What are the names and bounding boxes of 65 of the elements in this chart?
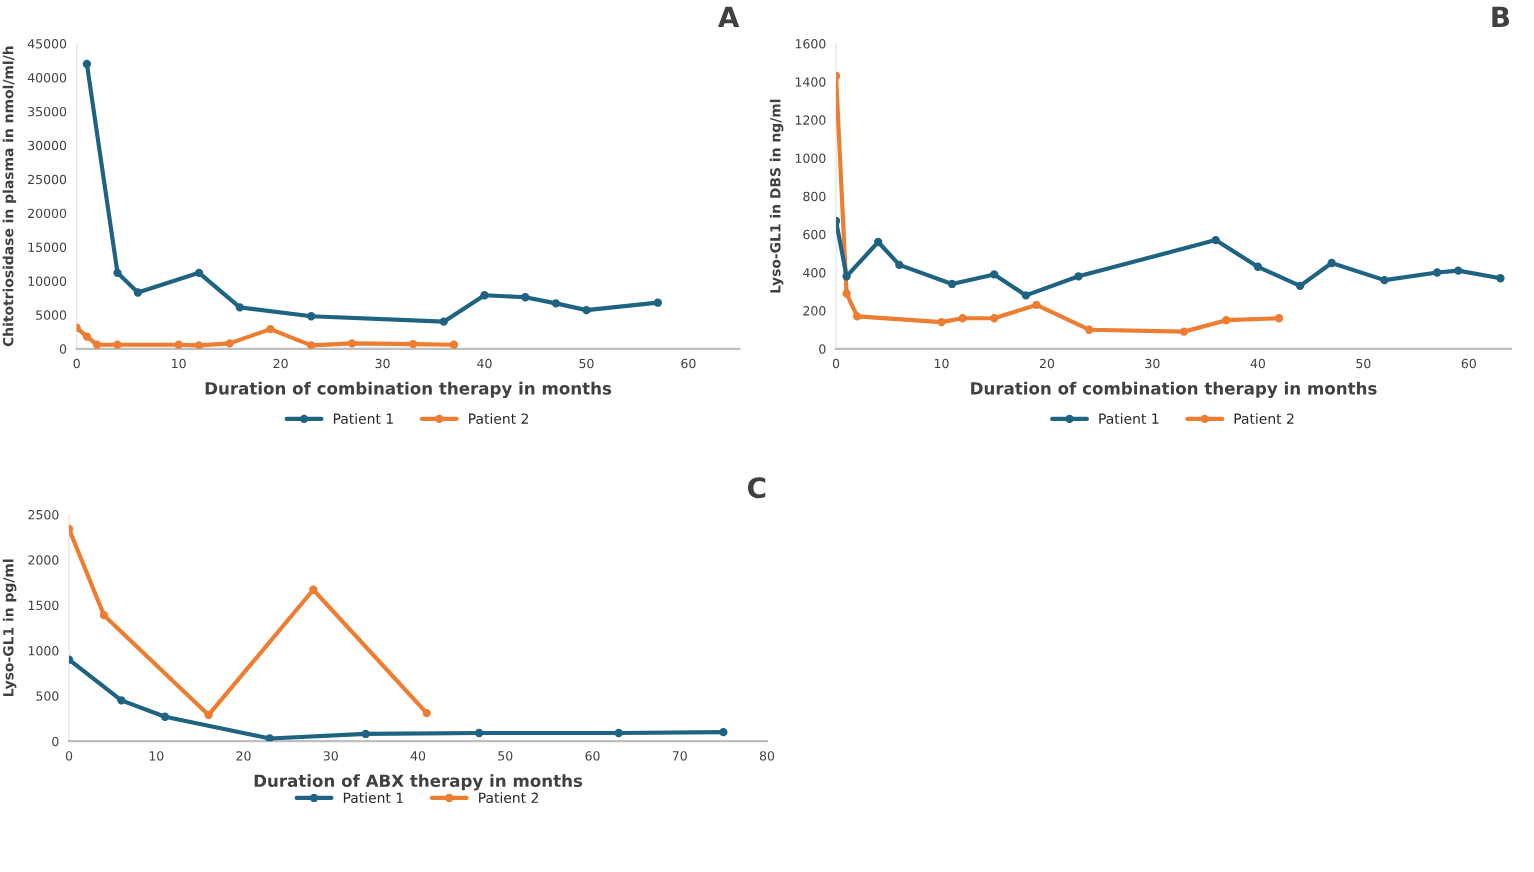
point: [449, 340, 459, 349]
point: [92, 340, 102, 349]
point: [1496, 274, 1505, 283]
point: [347, 339, 357, 348]
point: [82, 332, 92, 341]
point: [474, 728, 484, 738]
point: [1074, 272, 1083, 281]
point: [852, 312, 862, 321]
point: [113, 340, 122, 349]
point: [174, 340, 183, 349]
point: [99, 610, 109, 620]
point: [361, 729, 370, 739]
x-axis-title: Duration of combination therapy in months: [971, 381, 1377, 398]
point: [1433, 268, 1442, 277]
point: [82, 59, 92, 69]
point: [113, 268, 122, 278]
point: [842, 289, 851, 298]
point: [117, 696, 126, 705]
point: [1179, 327, 1189, 336]
chart-title: A: [718, 6, 740, 27]
point: [480, 291, 489, 300]
point: [408, 339, 418, 349]
point: [225, 339, 234, 348]
point: [309, 585, 318, 594]
point: [439, 317, 448, 326]
point: [160, 712, 170, 721]
point: [133, 288, 143, 297]
point: [194, 268, 204, 278]
point: [874, 237, 883, 247]
point: [990, 314, 999, 323]
point: [266, 324, 275, 334]
point: [521, 293, 530, 302]
point: [1454, 266, 1463, 275]
point: [958, 314, 967, 323]
x-axis-title: Duration of combination therapy in months: [205, 381, 612, 398]
point: [582, 305, 591, 315]
point: [614, 728, 623, 738]
point: [653, 298, 662, 307]
point: [422, 708, 431, 718]
point: [937, 317, 946, 327]
point: [1222, 316, 1231, 325]
point: [895, 260, 904, 270]
point: [265, 734, 274, 742]
point: [1021, 291, 1031, 300]
point: [1084, 325, 1094, 334]
point: [1327, 258, 1336, 268]
point: [1253, 262, 1263, 271]
point: [1211, 235, 1220, 245]
point: [1274, 314, 1284, 323]
point: [947, 279, 957, 289]
point: [1032, 300, 1041, 310]
x-axis-title: Duration of ABX therapy in months: [254, 774, 583, 791]
point: [1380, 275, 1389, 285]
point: [551, 299, 561, 308]
chart-title: C: [748, 477, 766, 499]
point: [842, 272, 851, 281]
point: [204, 710, 213, 720]
point: [990, 270, 999, 279]
point: [235, 303, 244, 312]
point: [194, 341, 204, 349]
point: [719, 727, 728, 737]
point: [307, 312, 316, 321]
point: [1295, 281, 1305, 291]
chart-title: B: [1492, 6, 1510, 27]
point: [307, 341, 316, 349]
